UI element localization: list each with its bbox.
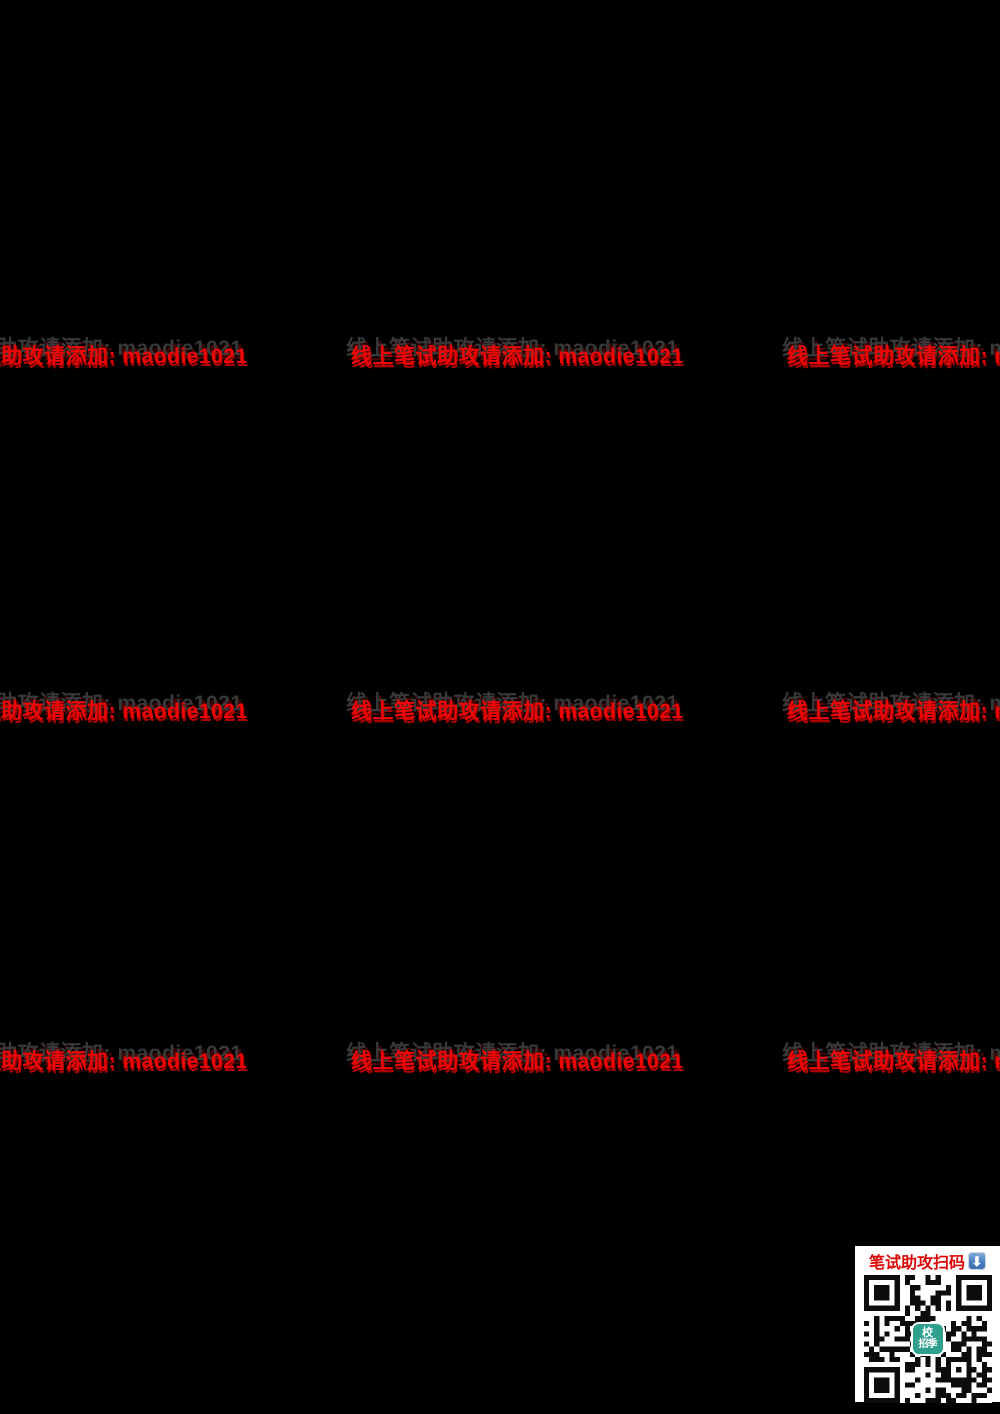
watermark-row: 线上笔试助攻请添加: maodie1021 线上笔试助攻请添加: maodie1…	[0, 344, 1000, 370]
watermark-text: 线上笔试助攻请添加: maodie1021	[351, 700, 684, 723]
watermark-text: 线上笔试助攻请添加: maodie1021	[0, 1050, 248, 1073]
download-arrow-glyph: ⬇	[971, 1253, 983, 1269]
qr-logo-text-top: 校	[922, 1327, 933, 1339]
qr-caption: 笔试助攻扫码	[868, 1255, 965, 1272]
watermark-text: 线上笔试助攻请添加: maodie1021	[351, 345, 684, 368]
qr-logo: 校 招季	[912, 1324, 943, 1354]
watermark-text: 线上笔试助攻请添加: maodie1021	[0, 345, 248, 368]
watermark-text: 线上笔试助攻请添加: maodie1021	[351, 1050, 684, 1073]
qr-modules	[863, 1275, 992, 1403]
qr-caption-row: 笔试助攻扫码 ⬇	[855, 1249, 1000, 1273]
watermark-text: 线上笔试助攻请添加: maodie1021	[787, 1050, 1000, 1073]
watermark-text: 线上笔试助攻请添加: maodie1021	[0, 700, 248, 723]
qr-logo-text-bottom: 招季	[918, 1339, 938, 1350]
watermark-text: 线上笔试助攻请添加: maodie1021	[787, 345, 1000, 368]
watermark-row: 线上笔试助攻请添加: maodie1021 线上笔试助攻请添加: maodie1…	[0, 699, 1000, 725]
watermark-text: 线上笔试助攻请添加: maodie1021	[787, 700, 1000, 723]
qr-panel: 笔试助攻扫码 ⬇ 校 招季	[855, 1246, 1000, 1403]
qr-code: 校 招季	[863, 1275, 992, 1403]
watermark-row: 线上笔试助攻请添加: maodie1021 线上笔试助攻请添加: maodie1…	[0, 1049, 1000, 1075]
download-icon: ⬇	[968, 1252, 986, 1270]
